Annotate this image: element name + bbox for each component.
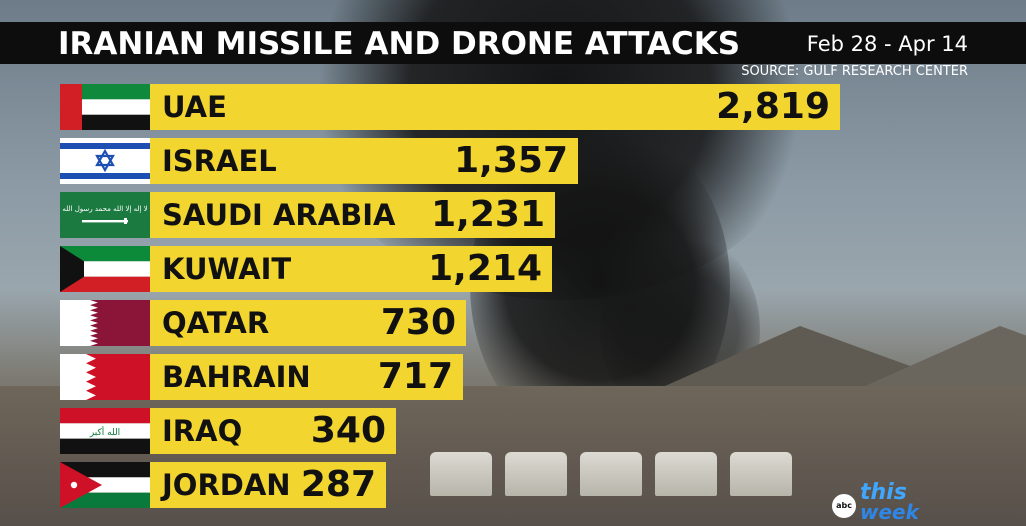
kuwait-flag-icon	[60, 246, 150, 292]
category-label: SAUDI ARABIA	[162, 198, 396, 232]
saudi-arabia-flag-icon: لا إله إلا الله محمد رسول الله	[60, 192, 150, 238]
qatar-flag-icon	[60, 300, 150, 346]
title-bar	[0, 22, 1026, 64]
this-week-logo: abc this week	[832, 480, 942, 524]
logo-text-week: week	[860, 500, 919, 524]
bar: IRAQ 340	[150, 408, 396, 454]
svg-text:لا إله إلا الله محمد رسول الله: لا إله إلا الله محمد رسول الله	[62, 205, 147, 213]
category-label: JORDAN	[162, 468, 291, 502]
category-label: BAHRAIN	[162, 360, 311, 394]
bahrain-flag-icon	[60, 354, 150, 400]
category-label: UAE	[162, 90, 227, 124]
storage-tank	[505, 452, 567, 496]
bar: BAHRAIN 717	[150, 354, 463, 400]
logo-text-this: this	[860, 480, 907, 505]
value-label: 730	[380, 302, 456, 343]
category-label: KUWAIT	[162, 252, 292, 286]
value-label: 717	[377, 356, 453, 397]
category-label: QATAR	[162, 306, 270, 340]
category-label: ISRAEL	[162, 144, 277, 178]
uae-flag-icon	[60, 84, 150, 130]
value-label: 1,231	[431, 194, 545, 235]
bar: UAE 2,819	[150, 84, 840, 130]
iraq-flag-icon: الله أكبر	[60, 408, 150, 454]
category-label: IRAQ	[162, 414, 243, 448]
date-range: Feb 28 - Apr 14	[806, 32, 968, 56]
bar: SAUDI ARABIA 1,231	[150, 192, 555, 238]
jordan-flag-icon	[60, 462, 150, 508]
bar: JORDAN 287	[150, 462, 386, 508]
israel-flag-icon	[60, 138, 150, 184]
chart-title: IRANIAN MISSILE AND DRONE ATTACKS	[58, 26, 741, 62]
svg-text:الله أكبر: الله أكبر	[89, 426, 120, 438]
bar: QATAR 730	[150, 300, 466, 346]
value-label: 340	[310, 410, 386, 451]
bar: ISRAEL 1,357	[150, 138, 578, 184]
value-label: 1,214	[428, 248, 542, 289]
value-label: 287	[300, 464, 376, 505]
source-credit: SOURCE: GULF RESEARCH CENTER	[741, 64, 968, 79]
storage-tank	[655, 452, 717, 496]
value-label: 1,357	[454, 140, 568, 181]
storage-tank	[430, 452, 492, 496]
storage-tank	[730, 452, 792, 496]
storage-tank	[580, 452, 642, 496]
bar: KUWAIT 1,214	[150, 246, 552, 292]
abc-logo-icon: abc	[832, 494, 856, 518]
value-label: 2,819	[716, 86, 830, 127]
